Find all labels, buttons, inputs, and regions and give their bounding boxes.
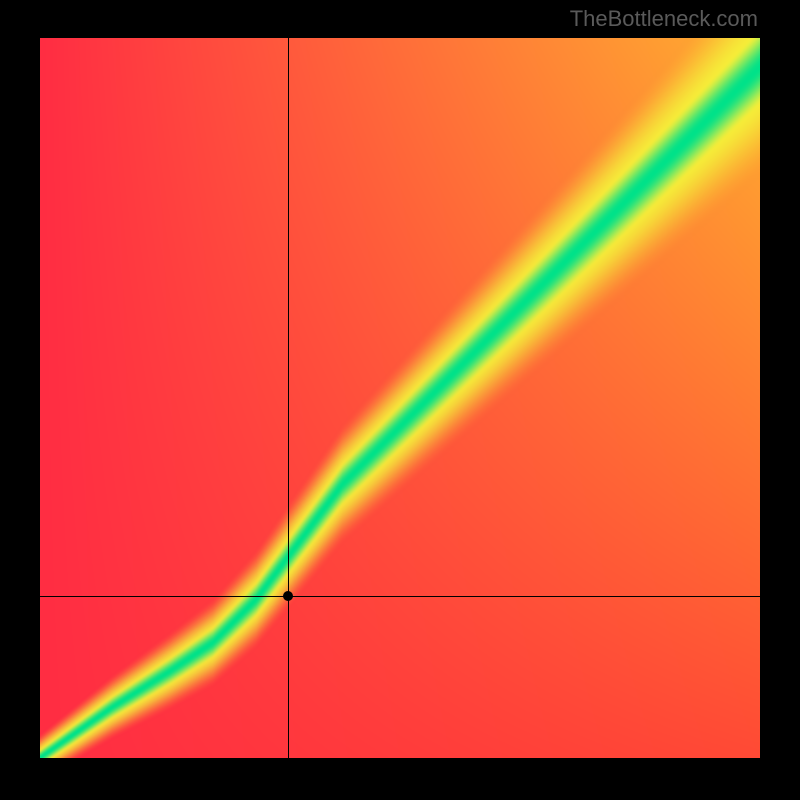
data-point-marker (283, 591, 293, 601)
crosshair-horizontal (40, 596, 760, 597)
crosshair-vertical (288, 38, 289, 758)
attribution-label: TheBottleneck.com (570, 6, 758, 32)
heatmap-canvas (40, 38, 760, 758)
heatmap-plot (40, 38, 760, 758)
